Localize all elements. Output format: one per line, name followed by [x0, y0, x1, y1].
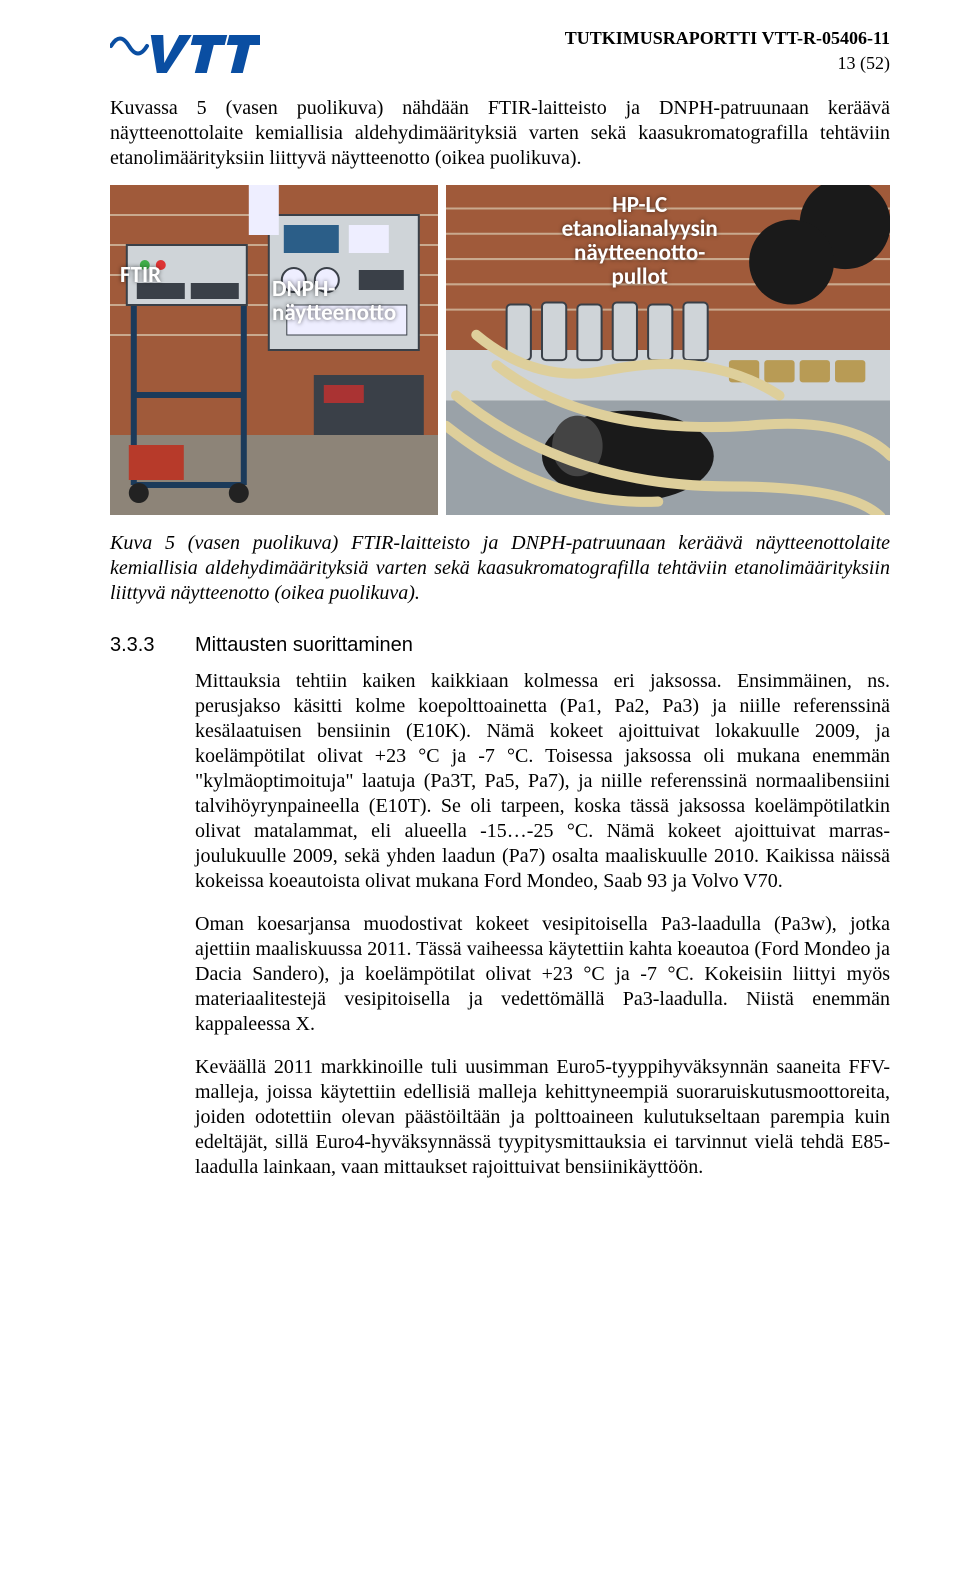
header-right: TUTKIMUSRAPORTTI VTT-R-05406-11 13 (52)	[565, 28, 890, 74]
section-title: Mittausten suorittaminen	[195, 634, 413, 657]
label-hplc: HP-LC etanolianalyysin näytteenotto- pul…	[562, 193, 718, 290]
figure-caption: Kuva 5 (vasen puolikuva) FTIR-laitteisto…	[110, 531, 890, 606]
section-heading: 3.3.3 Mittausten suorittaminen	[110, 634, 890, 657]
section-paragraph-2: Oman koesarjansa muodostivat kokeet vesi…	[195, 912, 890, 1037]
page-header: TUTKIMUSRAPORTTI VTT-R-05406-11 13 (52)	[110, 28, 890, 76]
intro-paragraph: Kuvassa 5 (vasen puolikuva) nähdään FTIR…	[110, 96, 890, 171]
report-code: VTT-R-05406-11	[762, 28, 890, 48]
figure-left-photo: FTIR DNPH- näytteenotto	[110, 185, 438, 515]
label-dnph: DNPH- näytteenotto	[272, 277, 396, 325]
section-paragraph-1: Mittauksia tehtiin kaiken kaikkiaan kolm…	[195, 669, 890, 894]
section-number: 3.3.3	[110, 634, 195, 657]
figure-right-photo: HP-LC etanolianalyysin näytteenotto- pul…	[446, 185, 891, 515]
section-paragraph-3: Keväällä 2011 markkinoille tuli uusimman…	[195, 1055, 890, 1180]
report-label: TUTKIMUSRAPORTTI	[565, 28, 757, 48]
label-ftir: FTIR	[120, 263, 161, 287]
figure-5: FTIR DNPH- näytteenotto	[110, 185, 890, 515]
vtt-logo	[110, 28, 260, 76]
page-number: 13 (52)	[565, 53, 890, 74]
